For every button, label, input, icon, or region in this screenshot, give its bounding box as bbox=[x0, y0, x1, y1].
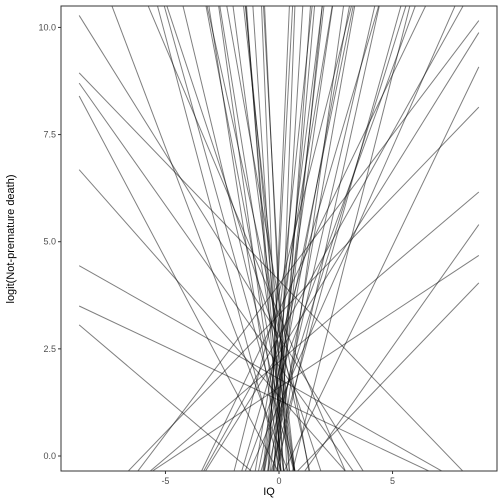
lines-layer bbox=[78, 6, 480, 471]
regression-line bbox=[232, 6, 296, 471]
regression-line bbox=[252, 6, 285, 471]
regression-line bbox=[261, 6, 281, 471]
y-tick-label: 7.5 bbox=[43, 130, 56, 140]
regression-line bbox=[243, 6, 296, 471]
regression-line bbox=[304, 224, 480, 471]
y-axis-title: logit(Not-premature death) bbox=[5, 174, 17, 303]
regression-line bbox=[246, 6, 282, 471]
regression-line bbox=[267, 6, 294, 471]
y-tick-label: 2.5 bbox=[43, 344, 56, 354]
regression-line bbox=[244, 6, 290, 471]
x-axis-title: IQ bbox=[263, 486, 275, 498]
regression-line bbox=[166, 6, 322, 471]
x-tick-label: -5 bbox=[161, 476, 169, 486]
regression-line bbox=[78, 95, 279, 471]
regression-line bbox=[262, 6, 290, 471]
y-tick-label: 0.0 bbox=[43, 451, 56, 461]
regression-line bbox=[206, 6, 311, 471]
regression-line bbox=[78, 15, 364, 471]
x-tick-label: 0 bbox=[276, 476, 281, 486]
regression-line bbox=[263, 6, 323, 471]
y-tick-label: 10.0 bbox=[38, 22, 56, 32]
y-axis: 0.0 2.5 5.0 7.5 10.0 bbox=[38, 22, 61, 461]
regression-line bbox=[78, 324, 253, 471]
regression-line bbox=[219, 6, 295, 471]
regression-line bbox=[78, 265, 443, 471]
regression-line bbox=[264, 6, 288, 471]
regression-line bbox=[257, 6, 354, 471]
regression-line bbox=[262, 6, 313, 471]
regression-line bbox=[273, 6, 304, 471]
regression-line bbox=[156, 6, 282, 471]
regression-line bbox=[283, 66, 480, 471]
y-tick-label: 5.0 bbox=[43, 237, 56, 247]
regression-line bbox=[296, 282, 480, 471]
regression-line bbox=[268, 6, 290, 471]
x-axis: -5 0 5 bbox=[161, 471, 395, 486]
regression-line bbox=[278, 6, 345, 471]
regression-line bbox=[276, 6, 380, 471]
x-tick-label: 5 bbox=[390, 476, 395, 486]
